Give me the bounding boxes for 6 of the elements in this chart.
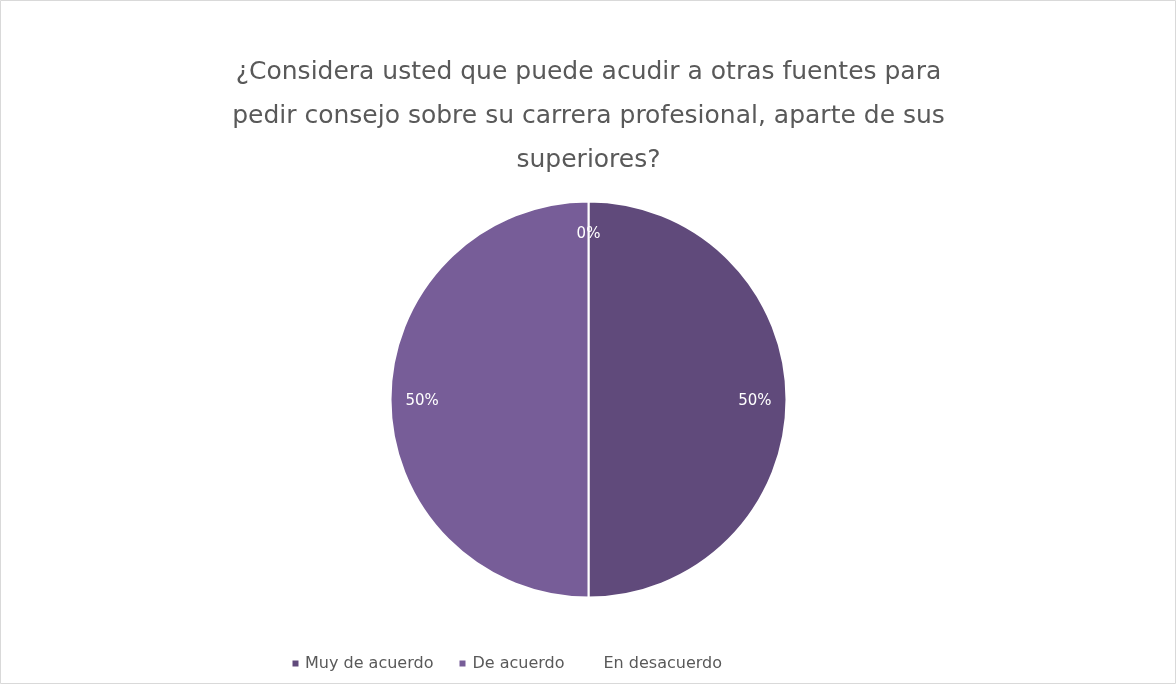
legend-label: Muy de acuerdo xyxy=(305,653,434,672)
data-label: 50% xyxy=(738,390,772,409)
data-label: 50% xyxy=(405,390,439,409)
category-label: En desacuerdo xyxy=(603,653,722,672)
chart-title: ¿Considera usted que puede acudir a otras fuentes para pedir consejo sobre su carrera profesional, aparte de sus superiores? xyxy=(232,56,945,173)
legend-label: De acuerdo xyxy=(472,653,565,672)
